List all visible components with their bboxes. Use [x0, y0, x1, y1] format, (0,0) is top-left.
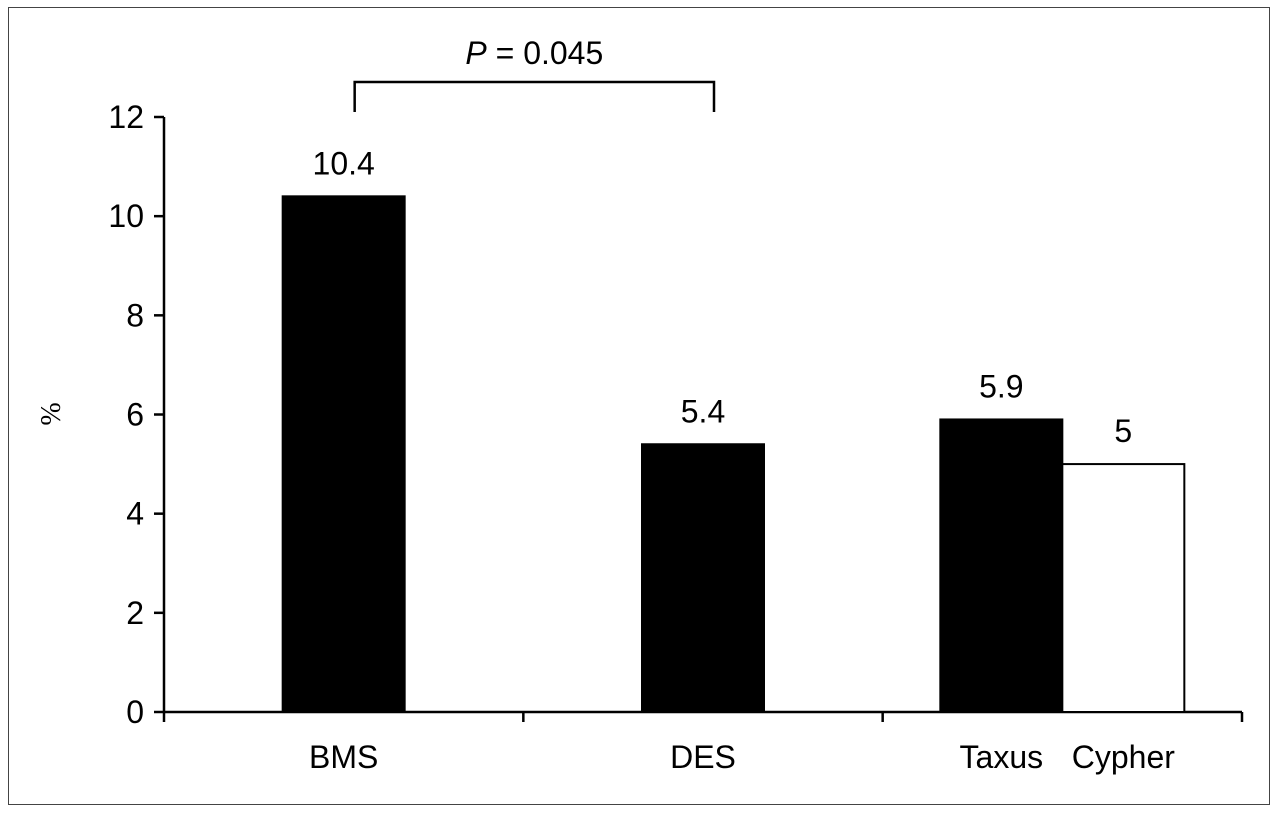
y-tick-label: 10: [108, 198, 144, 234]
bar: [641, 443, 765, 713]
y-tick-label: 4: [126, 496, 144, 532]
data-label: 5.4: [681, 393, 725, 429]
y-tick-label: 2: [126, 595, 144, 631]
y-tick-label: 12: [108, 99, 144, 135]
category-label: BMS: [309, 739, 378, 775]
bar: [939, 418, 1064, 713]
p-value-text: = 0.045: [487, 35, 604, 71]
data-label: 10.4: [313, 145, 375, 181]
p-value-annotation: P = 0.045: [465, 35, 603, 71]
bar: [281, 195, 406, 714]
bar-label: Cypher: [1072, 739, 1176, 775]
chart-frame: [8, 7, 1270, 805]
bar: [1061, 463, 1186, 714]
y-axis-label: %: [36, 402, 67, 425]
labels: 0 2 4 6 8 10 12 10.4 BMS 5.4 DES 5.9 Taxus 5 Cypher: [108, 99, 1175, 775]
data-label: 5.9: [979, 368, 1023, 404]
significance-annotation: P = 0.045: [353, 35, 716, 112]
bars: [281, 195, 1186, 714]
category-label: DES: [670, 739, 736, 775]
y-tick-label: 8: [126, 297, 144, 333]
y-tick-label: 6: [126, 397, 144, 433]
p-symbol: P: [465, 35, 487, 71]
y-tick-label: 0: [126, 694, 144, 730]
bar-label: Taxus: [960, 739, 1044, 775]
data-label: 5: [1114, 413, 1132, 449]
significance-bracket: [353, 80, 716, 112]
